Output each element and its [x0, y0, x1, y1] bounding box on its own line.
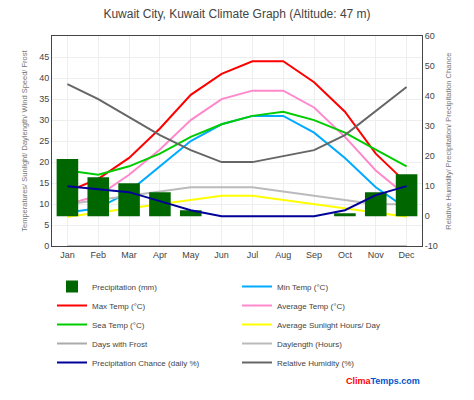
svg-text:Temperatures/ Sunlight/ Daylen: Temperatures/ Sunlight/ Daylength/ Wind …: [20, 50, 29, 232]
svg-text:10: 10: [425, 181, 435, 191]
svg-text:0: 0: [425, 211, 430, 221]
svg-text:40: 40: [425, 91, 435, 101]
svg-text:Min Temp (°C): Min Temp (°C): [277, 283, 328, 292]
svg-text:-10: -10: [425, 241, 438, 251]
svg-text:Jun: Jun: [214, 250, 229, 260]
svg-text:Max Temp (°C): Max Temp (°C): [92, 302, 146, 311]
svg-text:Dec: Dec: [399, 250, 416, 260]
svg-text:20: 20: [39, 157, 49, 167]
svg-text:35: 35: [39, 94, 49, 104]
svg-text:Oct: Oct: [338, 250, 353, 260]
svg-text:30: 30: [425, 121, 435, 131]
svg-text:Jan: Jan: [60, 250, 75, 260]
svg-text:20: 20: [425, 151, 435, 161]
svg-text:30: 30: [39, 115, 49, 125]
svg-text:Jul: Jul: [247, 250, 259, 260]
svg-text:Nov: Nov: [368, 250, 385, 260]
svg-text:Precipitation Chance (daily %): Precipitation Chance (daily %): [92, 359, 199, 368]
svg-text:Relative Humidity (%): Relative Humidity (%): [277, 359, 354, 368]
svg-text:May: May: [182, 250, 200, 260]
svg-text:0: 0: [44, 241, 49, 251]
svg-text:Average Sunlight Hours/ Day: Average Sunlight Hours/ Day: [277, 321, 380, 330]
svg-text:Apr: Apr: [153, 250, 167, 260]
svg-text:Sea Temp (°C): Sea Temp (°C): [92, 321, 145, 330]
svg-text:Days with Frost: Days with Frost: [92, 340, 148, 349]
svg-text:25: 25: [39, 136, 49, 146]
svg-text:10: 10: [39, 199, 49, 209]
svg-text:Daylength (Hours): Daylength (Hours): [277, 340, 342, 349]
svg-text:Kuwait City, Kuwait Climate Gr: Kuwait City, Kuwait Climate Graph (Altit…: [103, 7, 370, 21]
svg-text:45: 45: [39, 52, 49, 62]
svg-text:Feb: Feb: [90, 250, 106, 260]
svg-text:Sep: Sep: [306, 250, 322, 260]
svg-text:5: 5: [44, 220, 49, 230]
svg-text:Aug: Aug: [275, 250, 291, 260]
svg-text:60: 60: [425, 31, 435, 41]
svg-text:Precipitation (mm): Precipitation (mm): [92, 283, 157, 292]
svg-text:50: 50: [425, 61, 435, 71]
svg-text:Mar: Mar: [121, 250, 137, 260]
svg-text:15: 15: [39, 178, 49, 188]
svg-text:ClimaTemps.com: ClimaTemps.com: [346, 376, 420, 386]
svg-text:Average Temp (°C): Average Temp (°C): [277, 302, 345, 311]
svg-text:40: 40: [39, 73, 49, 83]
svg-text:Relative Humidity/ Precipitati: Relative Humidity/ Precipitation/ Precip…: [444, 53, 453, 230]
